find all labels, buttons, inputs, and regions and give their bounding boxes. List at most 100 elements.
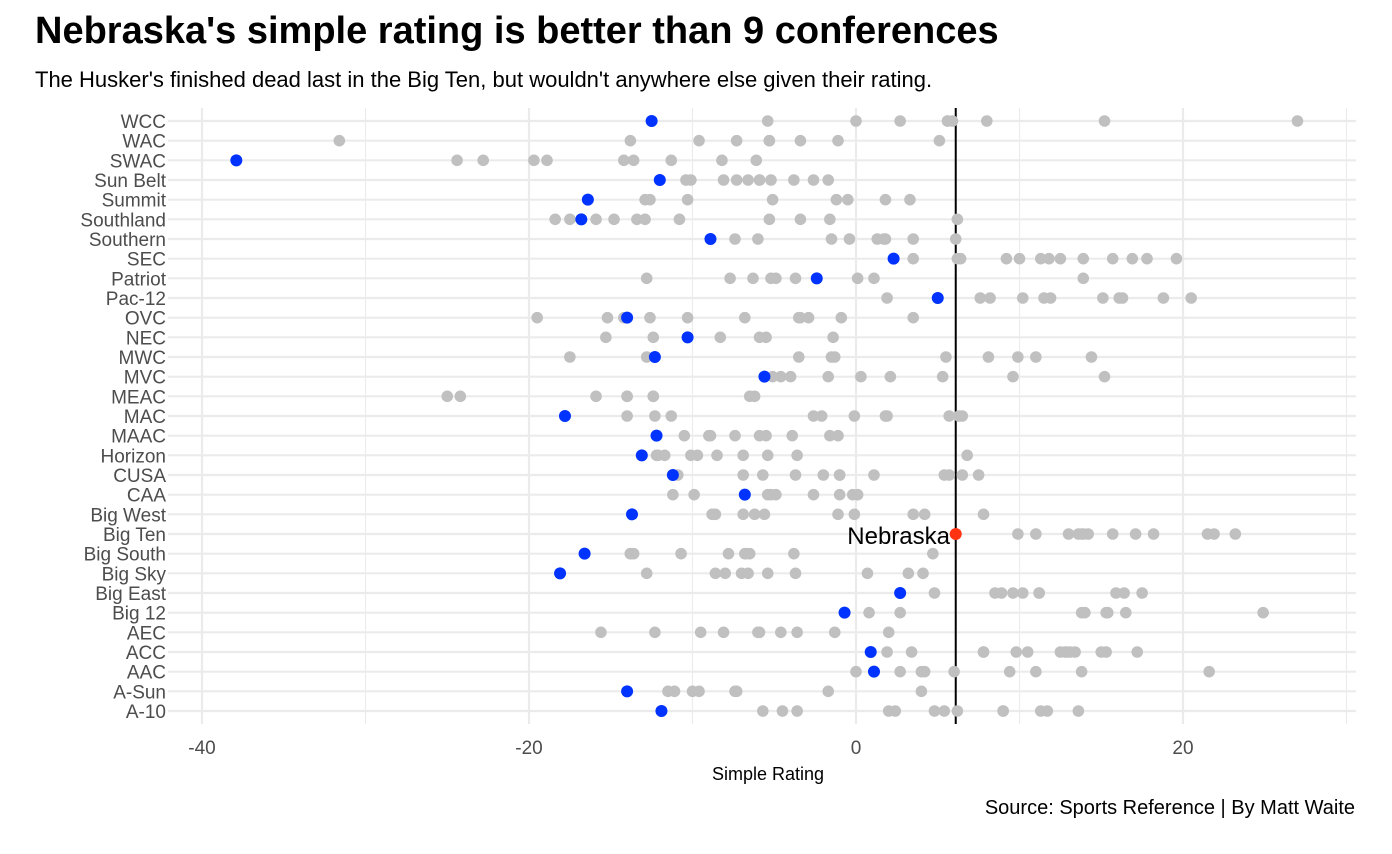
- team-point: [835, 311, 848, 324]
- team-point: [907, 508, 920, 521]
- team-point: [936, 370, 949, 383]
- team-point: [848, 508, 861, 521]
- team-point: [691, 449, 704, 462]
- team-point: [1100, 646, 1112, 658]
- team-point: [1077, 252, 1090, 265]
- team-point: [649, 410, 661, 422]
- team-point: [760, 331, 772, 344]
- team-point: [1257, 606, 1269, 619]
- team-point: [949, 233, 962, 245]
- team-point: [1000, 252, 1013, 265]
- team-point: [889, 705, 902, 717]
- team-point: [881, 292, 893, 304]
- team-point: [709, 567, 722, 580]
- team-point: [757, 469, 769, 481]
- team-point: [842, 193, 854, 206]
- team-point: [647, 331, 660, 344]
- y-tick-label: Patriot: [111, 269, 167, 290]
- team-point: [763, 134, 776, 147]
- team-point: [851, 272, 864, 285]
- lowest-team-point: [864, 646, 877, 658]
- source-caption: Source: Sports Reference | By Matt Waite: [984, 797, 1355, 819]
- lowest-team-point: [230, 154, 243, 167]
- lowest-team-point: [653, 174, 666, 186]
- team-point: [644, 193, 656, 206]
- team-point: [675, 547, 687, 560]
- lowest-team-point: [810, 272, 823, 285]
- team-point: [954, 252, 967, 265]
- team-point: [737, 449, 749, 462]
- team-point: [815, 410, 828, 422]
- lowest-team-point: [666, 469, 679, 481]
- y-tick-label: MWC: [119, 348, 166, 369]
- nebraska-point: [949, 528, 962, 540]
- team-point: [454, 390, 467, 403]
- team-point: [595, 626, 607, 639]
- y-tick-label: MVC: [124, 368, 166, 389]
- team-point: [631, 213, 643, 226]
- team-point: [747, 272, 759, 285]
- y-tick-label: Pac-12: [106, 289, 166, 310]
- team-point: [789, 469, 802, 481]
- y-tick-label: NEC: [126, 328, 166, 349]
- team-point: [765, 174, 777, 186]
- team-point: [1085, 351, 1098, 363]
- team-point: [1082, 528, 1094, 540]
- x-tick-label: 20: [1172, 738, 1193, 759]
- team-point: [730, 174, 743, 186]
- team-point: [752, 233, 764, 245]
- team-point: [850, 665, 862, 678]
- team-point: [1030, 665, 1042, 678]
- lowest-team-point: [581, 193, 594, 206]
- team-point: [711, 449, 723, 462]
- y-tick-label: Big Ten: [103, 525, 166, 546]
- team-point: [984, 292, 996, 304]
- team-point: [915, 685, 928, 698]
- team-point: [807, 488, 820, 501]
- team-point: [1003, 665, 1016, 678]
- team-point: [678, 429, 691, 442]
- y-tick-label: Big South: [84, 545, 166, 566]
- team-point: [742, 174, 754, 186]
- team-point: [905, 646, 918, 658]
- team-point: [907, 252, 920, 265]
- team-point: [977, 508, 990, 521]
- lowest-team-point: [758, 370, 771, 383]
- team-point: [794, 213, 807, 226]
- team-point: [753, 626, 766, 639]
- team-point: [824, 429, 836, 442]
- team-point: [917, 567, 929, 580]
- team-point: [644, 311, 656, 324]
- team-point: [977, 646, 990, 658]
- team-point: [807, 410, 820, 422]
- team-point: [794, 134, 807, 147]
- team-point: [938, 705, 951, 717]
- y-tick-label: AEC: [127, 623, 166, 644]
- team-point: [997, 705, 1009, 717]
- team-point: [1072, 705, 1085, 717]
- team-point: [724, 272, 736, 285]
- team-point: [1106, 528, 1119, 540]
- team-point: [564, 351, 576, 363]
- team-point: [441, 390, 454, 403]
- lowest-team-point: [635, 449, 648, 462]
- team-point: [1043, 252, 1055, 265]
- team-point: [1101, 606, 1114, 619]
- team-point: [528, 154, 540, 167]
- x-tick-label: -40: [188, 738, 215, 759]
- team-point: [1131, 646, 1144, 658]
- lowest-team-point: [626, 508, 639, 521]
- team-point: [1119, 606, 1132, 619]
- team-point: [881, 410, 893, 422]
- team-point: [774, 626, 787, 639]
- team-point: [1062, 528, 1075, 540]
- team-point: [729, 685, 741, 698]
- team-point: [1208, 528, 1220, 540]
- team-point: [825, 233, 838, 245]
- team-point: [882, 626, 895, 639]
- team-point: [729, 429, 741, 442]
- team-point: [1170, 252, 1183, 265]
- y-tick-label: SWAC: [110, 151, 166, 172]
- y-tick-label: Sun Belt: [94, 171, 167, 192]
